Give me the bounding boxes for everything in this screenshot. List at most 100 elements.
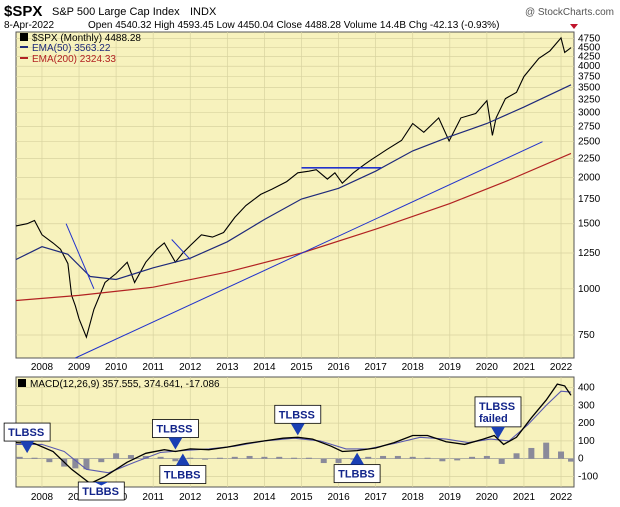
long-trendline <box>75 141 543 359</box>
histogram-bar <box>231 456 238 459</box>
histogram-bar <box>246 455 253 459</box>
annotation-callout: TLBSS <box>152 419 199 450</box>
index-name: S&P 500 Large Cap Index <box>52 6 180 18</box>
annotation-box <box>474 396 522 428</box>
annotation-callout: TLBSS <box>274 404 322 436</box>
histogram-bar <box>83 458 90 470</box>
macd-tick-label: -100 <box>578 471 598 482</box>
price-tick-label: 3500 <box>578 83 601 94</box>
ema50-line <box>15 84 572 281</box>
histogram-bar <box>394 455 401 459</box>
price-x-tick-label: 2015 <box>290 362 313 373</box>
quote-line: Open 4540.32 High 4593.45 Low 4450.04 Cl… <box>88 20 499 31</box>
legend-ema200-label: EMA(200) 2324.33 <box>32 54 116 65</box>
histogram-bar <box>113 453 120 459</box>
histogram-bar <box>127 455 134 459</box>
price-x-tick-label: 2014 <box>253 362 276 373</box>
price-line <box>15 36 572 339</box>
price-tick-label: 2000 <box>578 173 601 184</box>
histogram-bar <box>291 457 298 459</box>
histogram-bar <box>528 447 535 459</box>
histogram-bar <box>172 458 179 462</box>
price-tick-label: 1250 <box>578 248 601 259</box>
price-tick-label: 2500 <box>578 137 601 148</box>
legend-price-swatch <box>20 33 28 41</box>
histogram-bar <box>305 457 312 459</box>
down-arrow-marker-icon <box>490 426 505 439</box>
price-series-group <box>15 36 572 359</box>
legend-price-label: $SPX (Monthly) 4488.28 <box>32 33 141 44</box>
annotation-label: TLBSS <box>8 427 44 439</box>
histogram-bar <box>157 456 164 459</box>
price-tick-label: 1000 <box>578 284 601 295</box>
stockcharts-watermark: @ StockCharts.com <box>525 7 614 18</box>
price-tick-label: 3250 <box>578 95 601 106</box>
price-panel-background <box>15 31 575 359</box>
annotation-label: failed <box>479 413 508 425</box>
macd-tick-label: 0 <box>578 454 584 465</box>
histogram-bar <box>513 453 520 459</box>
down-arrow-marker-icon <box>20 441 35 454</box>
histogram-bar <box>202 458 209 460</box>
price-tick-label: 4000 <box>578 61 601 72</box>
macd-line <box>15 383 572 485</box>
histogram-bar <box>98 458 105 463</box>
macd-x-tick-label: 2021 <box>513 492 536 503</box>
histogram-bar <box>31 457 38 459</box>
macd-x-tick-label: 2018 <box>402 492 425 503</box>
macd-y-axis: -100 0 100 200 300 400 <box>578 383 598 483</box>
histogram-bar <box>276 456 283 459</box>
price-tick-label: 3000 <box>578 107 601 118</box>
price-x-tick-label: 2011 <box>142 362 164 373</box>
histogram-bar <box>16 456 23 459</box>
price-tick-label: 1500 <box>578 219 601 230</box>
price-gridlines <box>16 32 574 358</box>
macd-x-tick-label: 2014 <box>253 492 276 503</box>
histogram-bar <box>483 455 490 459</box>
macd-tick-label: 400 <box>578 383 595 394</box>
macd-x-tick-label: 2019 <box>439 492 462 503</box>
annotation-callout: TLBBS <box>159 453 207 484</box>
down-trendline-2011 <box>171 239 191 260</box>
price-x-tick-label: 2009 <box>68 362 91 373</box>
histogram-bar <box>72 458 79 469</box>
price-x-tick-label: 2018 <box>402 362 425 373</box>
ticker-symbol: $SPX <box>4 3 42 20</box>
annotation-callout: TLBBS <box>333 452 381 484</box>
histogram-bar <box>558 451 565 459</box>
price-y-axis: 7501000125015001750200022502500275030003… <box>578 34 601 341</box>
legend-ema50-label: EMA(50) 3563.22 <box>32 43 111 54</box>
price-tick-label: 1750 <box>578 194 601 205</box>
histogram-bar <box>320 458 327 464</box>
histogram-bar <box>142 455 149 459</box>
price-x-tick-label: 2022 <box>550 362 573 373</box>
price-x-tick-label: 2013 <box>216 362 239 373</box>
price-legend: $SPX (Monthly) 4488.28 EMA(50) 3563.22 E… <box>20 33 141 65</box>
annotation-label: TLBSS <box>279 409 315 421</box>
macd-tick-label: 100 <box>578 436 595 447</box>
macd-x-tick-label: 2008 <box>31 492 54 503</box>
histogram-bar <box>335 458 342 464</box>
annotation-label: TLBSS <box>479 401 515 413</box>
histogram-bar <box>424 457 431 459</box>
histogram-bar <box>261 456 268 459</box>
annotation-label: TLBSS <box>156 424 192 436</box>
macd-tick-label: 300 <box>578 400 595 411</box>
price-tick-label: 4750 <box>578 34 601 45</box>
price-tick-label: 3750 <box>578 72 601 83</box>
histogram-bar <box>409 456 416 459</box>
histogram-bar <box>439 458 446 462</box>
price-tick-label: 2250 <box>578 154 601 165</box>
macd-x-tick-label: 2020 <box>476 492 499 503</box>
histogram-bar <box>216 457 223 459</box>
annotation-label: TLBBS <box>338 469 375 481</box>
macd-tick-label: 200 <box>578 418 595 429</box>
up-arrow-marker-icon <box>350 452 365 465</box>
price-tick-label: 4500 <box>578 42 601 53</box>
macd-x-tick-label: 2022 <box>550 492 573 503</box>
macd-panel-background <box>15 376 575 488</box>
annotation-callout: TLBBS <box>77 481 125 501</box>
histogram-bar <box>568 458 575 462</box>
